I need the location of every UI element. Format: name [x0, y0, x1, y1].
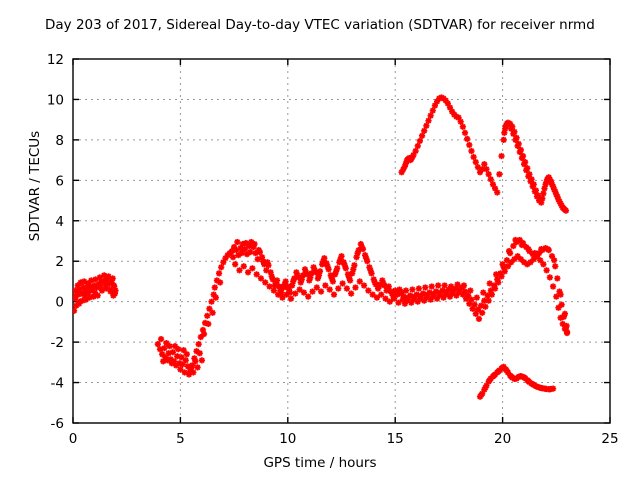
svg-text:4: 4 [55, 214, 64, 230]
svg-text:-6: -6 [51, 416, 64, 432]
svg-text:6: 6 [55, 173, 64, 189]
axis-frame [72, 58, 611, 424]
grid-lines [73, 59, 610, 423]
svg-text:12: 12 [47, 52, 64, 68]
svg-text:15: 15 [387, 431, 404, 447]
tick-labels: -6 -4 -2 0 2 4 6 8 10 12 0 5 10 15 20 25 [47, 52, 619, 447]
svg-text:2: 2 [55, 254, 64, 270]
x-axis-label: GPS time / hours [263, 455, 377, 471]
svg-text:10: 10 [279, 431, 296, 447]
chart-title: Day 203 of 2017, Sidereal Day-to-day VTE… [45, 17, 595, 33]
data-markers [73, 94, 571, 400]
svg-text:-2: -2 [51, 335, 64, 351]
svg-text:20: 20 [494, 431, 511, 447]
svg-text:5: 5 [176, 431, 185, 447]
svg-text:0: 0 [55, 295, 64, 311]
axis-ticks [72, 58, 611, 424]
svg-text:0: 0 [69, 431, 78, 447]
svg-text:-4: -4 [51, 376, 64, 392]
svg-text:8: 8 [55, 133, 64, 149]
svg-text:10: 10 [47, 92, 64, 108]
svg-text:25: 25 [601, 431, 618, 447]
